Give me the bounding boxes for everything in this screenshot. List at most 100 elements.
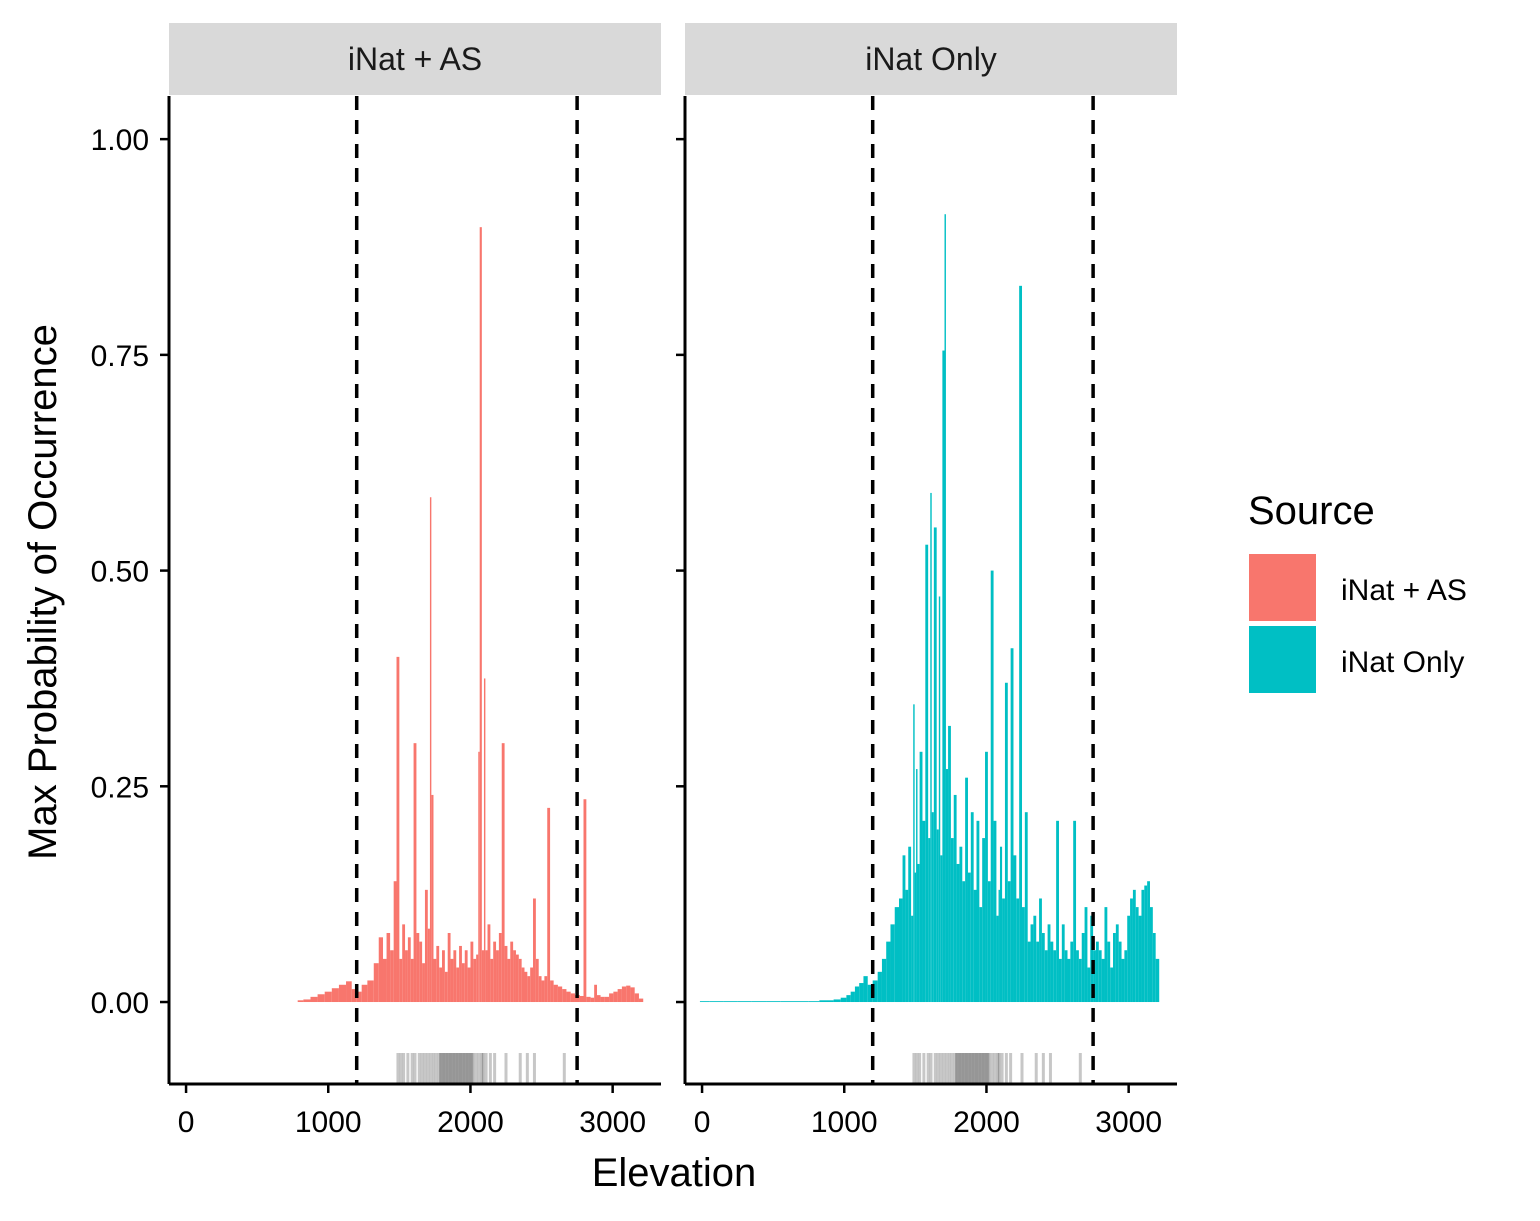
bar xyxy=(985,751,988,1003)
bar xyxy=(485,950,488,1003)
facet-panel-2: iNat Only 0 1000 2000 3000 xyxy=(676,23,1177,1139)
bar xyxy=(1076,950,1079,1003)
bar xyxy=(1056,820,1059,1003)
bar xyxy=(1002,898,1005,1003)
bar xyxy=(586,996,591,1003)
bar xyxy=(881,958,887,1003)
bar xyxy=(982,838,986,1003)
bar xyxy=(766,1001,781,1003)
bar xyxy=(297,1000,304,1003)
bar xyxy=(346,981,352,1003)
bar xyxy=(925,544,929,1003)
bar xyxy=(386,932,391,1003)
bar xyxy=(854,986,860,1003)
bar xyxy=(597,995,601,1003)
bar xyxy=(310,996,318,1003)
bar xyxy=(402,924,406,1003)
bar xyxy=(490,958,494,1003)
bar xyxy=(1058,958,1062,1003)
x-tick-label: 0 xyxy=(694,1106,711,1139)
bar xyxy=(456,967,460,1003)
bar xyxy=(579,995,584,1003)
bar xyxy=(737,1001,752,1003)
bar xyxy=(914,872,917,1003)
bar xyxy=(518,958,522,1003)
bar xyxy=(303,999,311,1003)
bar xyxy=(436,945,440,1003)
bar xyxy=(959,846,963,1003)
bar xyxy=(863,976,868,1003)
y-axis-title: Max Probability of Occurrence xyxy=(21,324,65,860)
bar xyxy=(1036,941,1040,1003)
y-tick-label: 0.50 xyxy=(91,556,149,589)
bar xyxy=(846,995,851,1003)
bar xyxy=(944,214,946,1003)
x-tick-label: 0 xyxy=(178,1106,195,1139)
bar xyxy=(431,794,434,1003)
bar xyxy=(617,989,622,1003)
bar xyxy=(479,227,482,1003)
bar xyxy=(945,769,949,1003)
bar xyxy=(976,820,980,1003)
bar xyxy=(1053,950,1057,1003)
bar xyxy=(1033,915,1037,1003)
bar xyxy=(594,984,598,1003)
bar xyxy=(453,950,457,1003)
bar xyxy=(483,678,486,1003)
bar xyxy=(583,799,587,1003)
bar xyxy=(419,941,423,1003)
bar xyxy=(859,983,864,1003)
bar xyxy=(794,1001,809,1003)
bar xyxy=(498,932,502,1003)
bar xyxy=(886,941,891,1003)
x-tick-label: 1000 xyxy=(295,1106,362,1139)
bar xyxy=(826,1000,834,1003)
bar xyxy=(1141,889,1145,1003)
bar xyxy=(973,889,977,1003)
bar xyxy=(1104,907,1108,1003)
bar xyxy=(1110,967,1114,1003)
bar xyxy=(948,725,951,1003)
bar xyxy=(1149,907,1153,1003)
legend-label-inat-as: iNat + AS xyxy=(1341,574,1467,607)
bar xyxy=(609,993,614,1003)
bar xyxy=(1107,941,1111,1003)
bar xyxy=(780,1001,795,1003)
bar xyxy=(464,950,468,1003)
bar xyxy=(1022,907,1025,1003)
bar xyxy=(1087,967,1091,1003)
bar xyxy=(450,958,454,1003)
bar xyxy=(1073,820,1077,1003)
x-tick-label: 2000 xyxy=(437,1106,504,1139)
bar xyxy=(919,751,923,1003)
bar xyxy=(638,998,644,1003)
bar xyxy=(447,932,451,1003)
bar xyxy=(1067,958,1071,1003)
bar xyxy=(899,898,903,1003)
bar xyxy=(1039,898,1042,1003)
bar xyxy=(476,954,479,1003)
bar xyxy=(965,777,968,1003)
bar xyxy=(1138,915,1142,1003)
x-axis-title: Elevation xyxy=(592,1151,757,1195)
bar xyxy=(996,915,999,1003)
bar xyxy=(1078,958,1082,1003)
bar xyxy=(1027,941,1031,1003)
bar xyxy=(521,967,525,1003)
bar xyxy=(1144,885,1148,1003)
bar xyxy=(833,999,841,1003)
bar xyxy=(513,950,516,1003)
bar xyxy=(1093,950,1096,1003)
bar xyxy=(908,846,912,1003)
bar xyxy=(613,991,618,1003)
bar xyxy=(723,1001,738,1003)
bar xyxy=(808,1001,820,1003)
bar xyxy=(439,967,443,1003)
bar xyxy=(967,872,971,1003)
bar xyxy=(922,820,926,1003)
bar xyxy=(1081,932,1085,1003)
bar xyxy=(931,812,934,1003)
bar xyxy=(361,984,368,1003)
bar xyxy=(1101,958,1105,1003)
bar xyxy=(396,656,400,1003)
